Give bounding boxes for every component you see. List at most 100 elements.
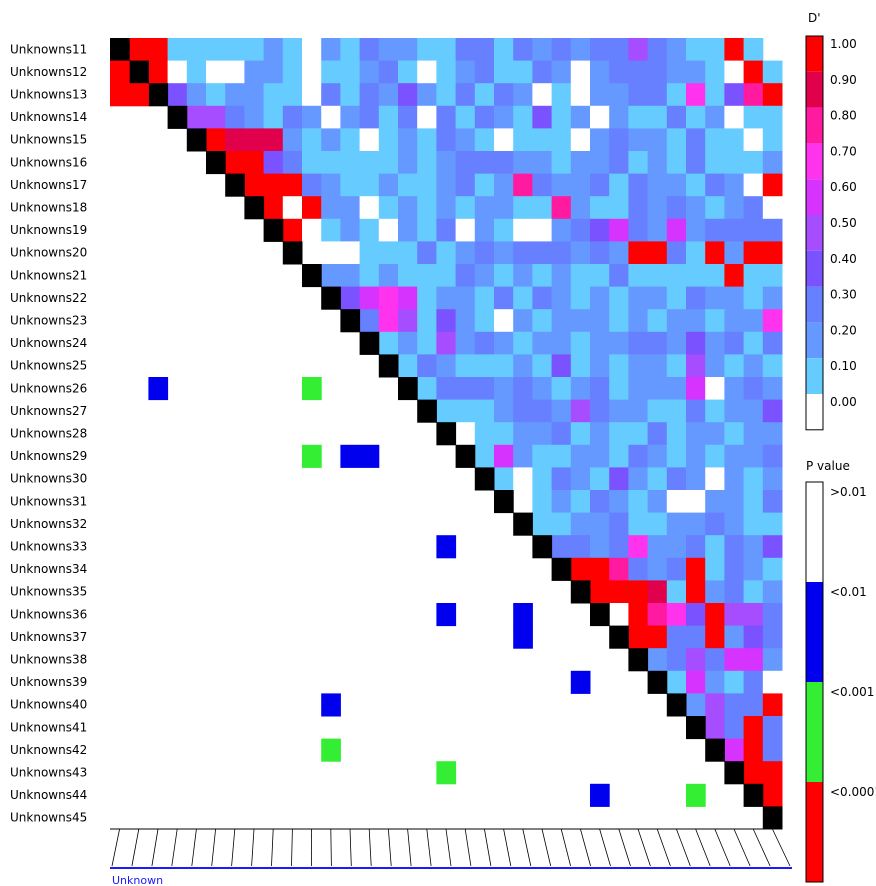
d-prime-legend: D' 1.00 0.90 0.80 0.70 0.60 0.50 0.40 0.30 0.20 0… (805, 11, 857, 431)
dprime-cell (494, 331, 514, 355)
dprime-cell (762, 557, 783, 581)
dprime-cell (647, 83, 668, 107)
dprime-cell (378, 151, 399, 175)
dprime-cell (628, 128, 649, 152)
dprime-cell (551, 196, 572, 220)
dprime-cell (647, 196, 668, 220)
dprime-cell (340, 128, 361, 152)
dprime-cell (513, 151, 533, 175)
dprime-cell (532, 490, 553, 514)
diagonal-cell (724, 761, 745, 785)
dprime-cell (302, 128, 322, 152)
dprime-cell (474, 377, 495, 401)
dprime-cell (609, 105, 629, 129)
dprime-cell (590, 331, 610, 355)
dprime-cell (474, 286, 495, 310)
dprime-cell (398, 354, 418, 378)
pvalue-cell (148, 377, 169, 401)
x-axis-label: Unknown (112, 874, 163, 886)
dprime-cell (570, 512, 591, 536)
dprime-cell (743, 286, 764, 310)
dprime-cell (628, 354, 649, 378)
dprime-cell (686, 490, 706, 514)
dprime-cell (609, 60, 629, 84)
dprime-cell (686, 241, 706, 265)
p-legend-swatch (806, 782, 823, 882)
dprime-cell (436, 264, 457, 288)
dprime-cell (302, 241, 322, 265)
dprime-cell (666, 603, 687, 627)
marker-label: Unknowns15 (10, 133, 87, 147)
dprime-cell (686, 535, 706, 559)
dprime-cell (628, 490, 649, 514)
dprime-cell (666, 377, 687, 401)
dprime-cell (551, 377, 572, 401)
dprime-cell (590, 467, 610, 491)
dprime-cell (666, 422, 687, 446)
fan-line (251, 828, 255, 867)
dprime-cell (167, 38, 188, 62)
dprime-cell (474, 38, 495, 62)
dprime-cell (686, 196, 706, 220)
dprime-cell (436, 60, 457, 84)
dprime-cell (628, 83, 649, 107)
dprime-cell (705, 444, 725, 468)
dprime-cell (609, 377, 629, 401)
dprime-cell (686, 377, 706, 401)
dprime-cell (206, 38, 226, 62)
dprime-cell (724, 535, 745, 559)
dprime-cell (551, 490, 572, 514)
dprime-cell (705, 264, 725, 288)
dprime-cell (705, 580, 725, 604)
marker-label: Unknowns45 (10, 811, 87, 825)
dprime-cell (455, 196, 476, 220)
fan-line (618, 828, 631, 867)
dprime-cell (532, 173, 553, 197)
diagonal-cell (474, 467, 495, 491)
marker-label: Unknowns33 (10, 540, 87, 554)
dprime-cell (455, 128, 476, 152)
marker-label: Unknowns18 (10, 201, 87, 215)
dprime-cell (513, 128, 533, 152)
dprime-cell (359, 60, 380, 84)
marker-label: Unknowns36 (10, 607, 87, 621)
dprime-cell (686, 648, 706, 672)
dprime-cell (666, 264, 687, 288)
dprime-cell (398, 105, 418, 129)
dprime-cell (609, 399, 629, 423)
dprime-cell (570, 467, 591, 491)
dprime-cell (378, 286, 399, 310)
dprime-cell (532, 354, 553, 378)
dprime-cell (551, 173, 572, 197)
dprime-cell (705, 60, 725, 84)
dprime-cell (494, 196, 514, 220)
dprime-cell (628, 331, 649, 355)
dprime-cell (570, 444, 591, 468)
dprime-cell (743, 196, 764, 220)
marker-label: Unknowns34 (10, 562, 87, 576)
dprime-cell (436, 105, 457, 129)
dprime-cell (686, 128, 706, 152)
dprime-cell (686, 625, 706, 649)
dprime-cell (513, 218, 533, 242)
dprime-cell (570, 535, 591, 559)
fan-line (599, 828, 611, 867)
dprime-cell (282, 196, 303, 220)
dprime-cell (762, 60, 783, 84)
dprime-cell (244, 105, 265, 129)
dprime-cell (686, 693, 706, 717)
dprime-cell (532, 151, 553, 175)
dprime-cell (455, 422, 476, 446)
dprime-cell (724, 693, 745, 717)
marker-label: Unknowns40 (10, 698, 87, 712)
dprime-cell (686, 354, 706, 378)
dprime-cell (724, 377, 745, 401)
dprime-cell (398, 196, 418, 220)
dprime-cell (474, 422, 495, 446)
dprime-cell (532, 422, 553, 446)
dprime-cell (551, 399, 572, 423)
d-prime-legend-title: D' (808, 11, 821, 25)
dprime-cell (417, 60, 437, 84)
dprime-cell (436, 377, 457, 401)
marker-label: Unknowns24 (10, 336, 87, 350)
